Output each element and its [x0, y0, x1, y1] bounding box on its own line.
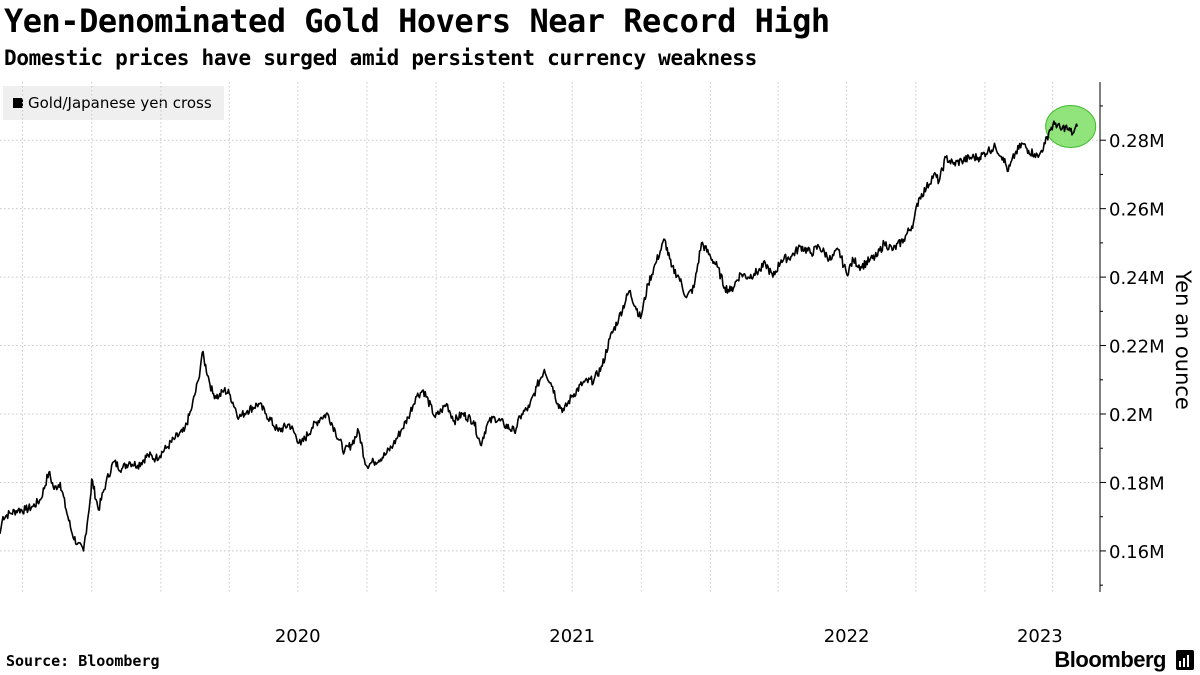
y-tick-label: 0.28M	[1109, 131, 1165, 152]
tick-labels: 0.16M 0.18M 0.2M 0.22M 0.24M 0.26M 0.28M 2020 20…	[275, 131, 1195, 647]
y-axis-title: Yen an ounce	[1171, 269, 1195, 410]
record-high-highlight	[1045, 104, 1097, 148]
axes	[1099, 82, 1106, 592]
y-tick-label: 0.24M	[1109, 268, 1165, 289]
series-line-gold-yen	[0, 120, 1079, 552]
source-note: Source: Bloomberg	[6, 652, 160, 670]
x-tick-label: 2020	[275, 626, 321, 647]
legend-swatch	[13, 98, 23, 108]
x-tick-label: 2021	[549, 626, 595, 647]
x-tick-label: 2022	[824, 626, 870, 647]
y-tick-label: 0.16M	[1109, 542, 1165, 563]
y-tick-label: 0.26M	[1109, 200, 1165, 221]
legend-label: Gold/Japanese yen cross	[28, 94, 212, 112]
x-tick-label: 2023	[1017, 626, 1063, 647]
bloomberg-badge-icon	[1176, 650, 1194, 670]
y-tick-label: 0.18M	[1109, 473, 1165, 494]
grid-lines	[0, 82, 1100, 592]
chart-subtitle: Domestic prices have surged amid persist…	[4, 46, 757, 70]
y-tick-label: 0.22M	[1109, 337, 1165, 358]
series-layer	[0, 104, 1097, 552]
legend: Gold/Japanese yen cross	[3, 86, 224, 120]
y-tick-label: 0.2M	[1109, 405, 1153, 426]
bloomberg-logo: Bloomberg	[1054, 647, 1166, 672]
chart-title: Yen-Denominated Gold Hovers Near Record …	[4, 2, 830, 40]
